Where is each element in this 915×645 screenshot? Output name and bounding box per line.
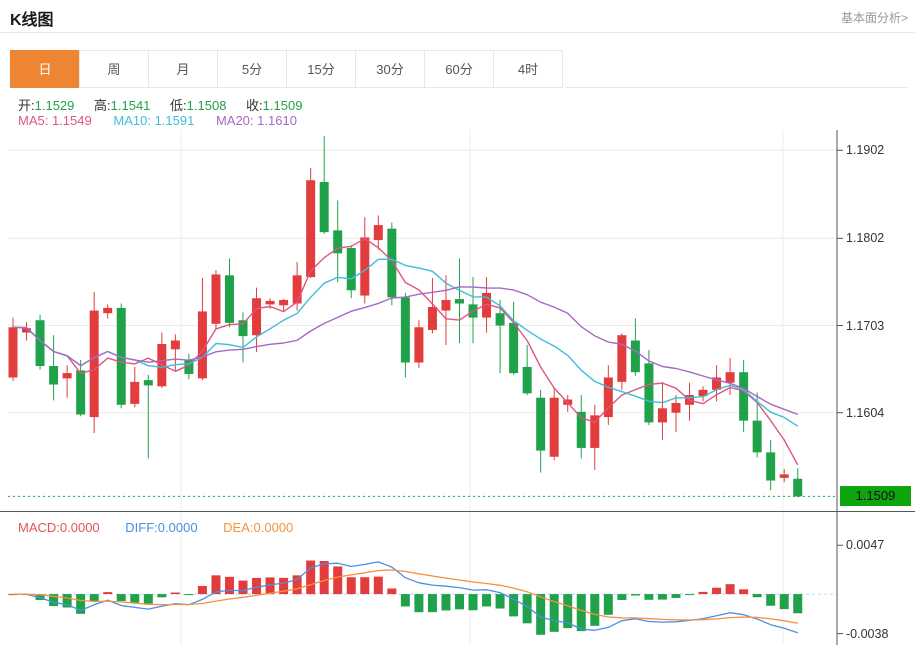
candlestick-canvas[interactable] bbox=[0, 130, 915, 511]
dea-value-readout: DEA:0.0000 bbox=[223, 520, 294, 535]
macd-readout: MACD:0.0000 DIFF:0.0000 DEA:0.0000 bbox=[18, 520, 293, 535]
tab-week[interactable]: 周 bbox=[79, 50, 149, 88]
page-header: K线图 基本面分析> bbox=[0, 0, 915, 33]
tab-15min[interactable]: 15分 bbox=[286, 50, 356, 88]
ma5-readout: MA5: 1.1549 bbox=[18, 113, 92, 128]
tab-day[interactable]: 日 bbox=[10, 50, 80, 88]
tabs-bottom-border bbox=[565, 87, 908, 88]
ma10-readout: MA10: 1.1591 bbox=[113, 113, 195, 128]
open-value: 1.1529 bbox=[34, 98, 75, 113]
interval-tabs: 日周月 5分 15分 30分 60分 4时 bbox=[10, 50, 563, 88]
price-axis-label: 1.1902 bbox=[846, 143, 885, 158]
low-label: 低: bbox=[170, 98, 187, 113]
tab-60min[interactable]: 60分 bbox=[424, 50, 494, 88]
macd-axis-label: -0.0038 bbox=[846, 626, 889, 641]
page-title: K线图 bbox=[10, 12, 54, 29]
tab-5min[interactable]: 5分 bbox=[217, 50, 287, 88]
price-axis-label: 1.1604 bbox=[846, 405, 885, 420]
macd-value-readout: MACD:0.0000 bbox=[18, 520, 100, 535]
candlestick-chart[interactable]: 1.1509 1.1902 1.1802 1.1703 1.1604 bbox=[0, 130, 915, 511]
ma-readout: MA5: 1.1549 MA10: 1.1591 MA20: 1.1610 bbox=[18, 113, 297, 128]
ohlc-readout: 开:1.1529 高:1.1541 低:1.1508 收:1.1509 bbox=[18, 95, 318, 114]
close-label: 收: bbox=[246, 98, 263, 113]
diff-value-readout: DIFF:0.0000 bbox=[125, 520, 198, 535]
macd-axis-label: 0.0047 bbox=[846, 538, 885, 553]
price-axis-label: 1.1703 bbox=[846, 318, 885, 333]
price-axis-label: 1.1802 bbox=[846, 231, 885, 246]
tab-30min[interactable]: 30分 bbox=[355, 50, 425, 88]
macd-canvas[interactable] bbox=[0, 512, 915, 645]
close-value: 1.1509 bbox=[262, 98, 303, 113]
tab-4hour[interactable]: 4时 bbox=[493, 50, 563, 88]
high-value: 1.1541 bbox=[110, 98, 151, 113]
high-label: 高: bbox=[94, 98, 111, 113]
low-value: 1.1508 bbox=[186, 98, 227, 113]
fundamental-analysis-link[interactable]: 基本面分析> bbox=[840, 11, 908, 25]
ma20-readout: MA20: 1.1610 bbox=[215, 113, 297, 128]
macd-panel[interactable]: MACD:0.0000 DIFF:0.0000 DEA:0.0000 0.004… bbox=[0, 511, 915, 645]
tab-month[interactable]: 月 bbox=[148, 50, 218, 88]
open-label: 开: bbox=[18, 98, 35, 113]
current-price-badge: 1.1509 bbox=[840, 486, 911, 507]
